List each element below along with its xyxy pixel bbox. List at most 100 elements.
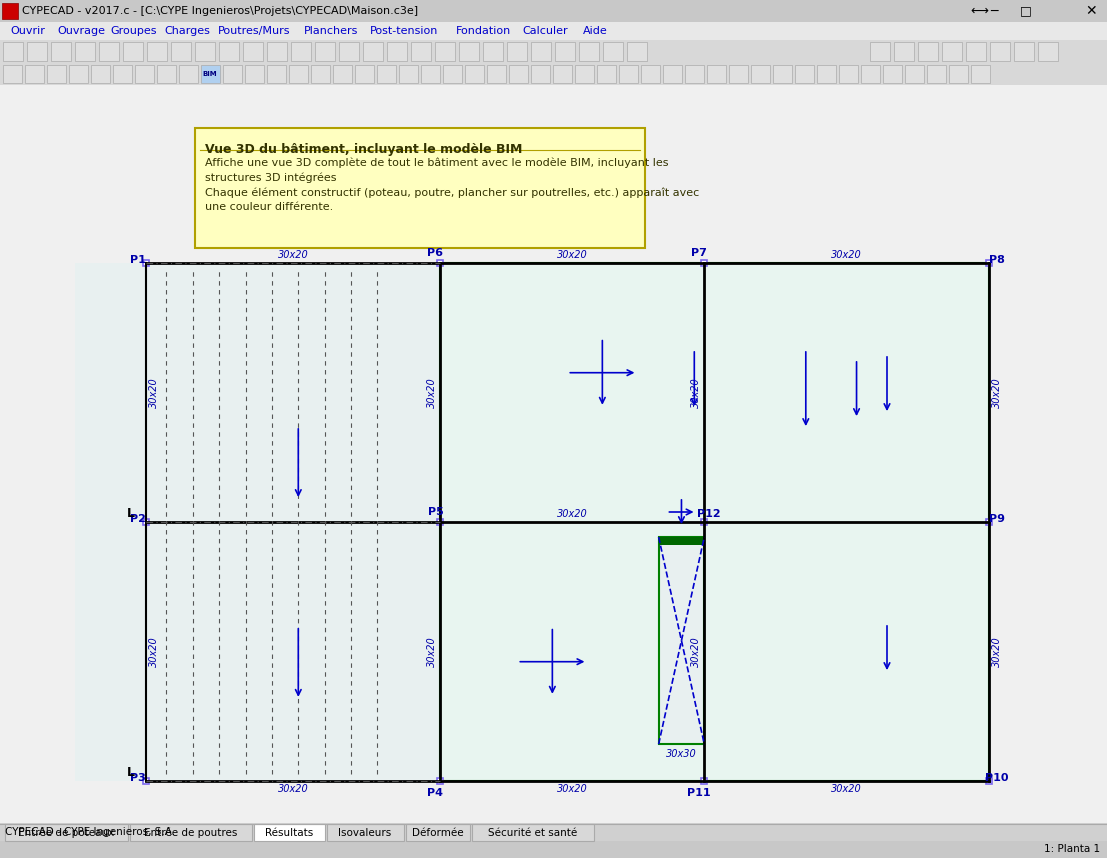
Bar xyxy=(971,65,990,83)
Bar xyxy=(113,65,132,83)
Bar xyxy=(75,263,441,781)
Bar xyxy=(641,65,660,83)
Bar xyxy=(839,65,858,83)
Bar xyxy=(659,537,704,545)
Bar xyxy=(69,65,87,83)
Text: P7: P7 xyxy=(692,248,707,258)
Bar xyxy=(2,3,18,19)
Text: 30x20: 30x20 xyxy=(992,637,1002,667)
Bar xyxy=(387,42,407,61)
Bar xyxy=(437,778,444,784)
Bar xyxy=(363,42,383,61)
Bar xyxy=(143,519,149,525)
Bar xyxy=(702,778,707,784)
Bar xyxy=(135,65,154,83)
Text: BIM: BIM xyxy=(203,71,217,77)
Text: P4: P4 xyxy=(427,789,444,798)
Text: P8: P8 xyxy=(989,255,1004,265)
Bar xyxy=(730,65,748,83)
Text: Isovaleurs: Isovaleurs xyxy=(339,827,392,837)
Text: P2: P2 xyxy=(131,514,146,524)
Bar xyxy=(201,65,220,83)
Text: Charges: Charges xyxy=(164,26,210,36)
Bar xyxy=(985,260,992,266)
Bar xyxy=(245,65,263,83)
Text: Calculer: Calculer xyxy=(523,26,568,36)
Bar xyxy=(949,65,968,83)
Bar xyxy=(339,42,359,61)
Bar xyxy=(472,824,594,841)
Bar xyxy=(25,65,44,83)
Bar xyxy=(1038,42,1058,61)
Bar xyxy=(219,42,239,61)
Bar xyxy=(0,63,1107,85)
Bar xyxy=(870,42,890,61)
Text: P6: P6 xyxy=(427,248,444,258)
Text: Entrée de poutres: Entrée de poutres xyxy=(144,827,237,837)
Bar xyxy=(795,65,814,83)
Bar xyxy=(985,778,992,784)
Text: 30x20: 30x20 xyxy=(427,637,437,667)
Bar xyxy=(3,42,23,61)
Bar xyxy=(0,22,1107,40)
Text: Déformée: Déformée xyxy=(412,827,464,837)
Bar xyxy=(985,519,992,525)
Bar xyxy=(603,42,623,61)
Bar xyxy=(465,65,484,83)
Text: 30x20: 30x20 xyxy=(557,509,588,519)
Bar xyxy=(411,42,431,61)
Bar xyxy=(435,42,455,61)
Bar xyxy=(195,128,645,248)
Text: Post-tension: Post-tension xyxy=(370,26,438,36)
Bar xyxy=(27,42,46,61)
Bar xyxy=(355,65,374,83)
Text: Affiche une vue 3D complète de tout le bâtiment avec le modèle BIM, incluyant le: Affiche une vue 3D complète de tout le b… xyxy=(205,158,700,212)
Bar xyxy=(575,65,594,83)
Text: 30x20: 30x20 xyxy=(691,637,702,667)
Bar xyxy=(619,65,638,83)
Text: Vue 3D du bâtiment, incluyant le modèle BIM: Vue 3D du bâtiment, incluyant le modèle … xyxy=(205,143,523,156)
Bar xyxy=(437,519,444,525)
Bar xyxy=(659,537,704,744)
Text: P11: P11 xyxy=(687,789,711,798)
Text: 30x20: 30x20 xyxy=(831,784,861,795)
Bar xyxy=(894,42,914,61)
Bar xyxy=(441,263,989,781)
Bar xyxy=(0,823,1107,841)
Bar xyxy=(311,65,330,83)
Text: L: L xyxy=(127,507,135,520)
Bar xyxy=(487,65,506,83)
Bar xyxy=(179,65,198,83)
Text: P10: P10 xyxy=(985,773,1008,783)
Bar xyxy=(244,42,263,61)
Bar xyxy=(6,824,127,841)
Text: 30x20: 30x20 xyxy=(149,378,159,408)
Bar xyxy=(702,519,707,525)
Bar xyxy=(170,42,192,61)
Bar xyxy=(254,824,324,841)
Bar xyxy=(927,65,946,83)
Text: 30x20: 30x20 xyxy=(557,784,588,795)
Bar xyxy=(157,65,176,83)
Text: Groupes: Groupes xyxy=(111,26,157,36)
Text: P9: P9 xyxy=(989,514,1004,524)
Bar xyxy=(531,65,550,83)
Bar xyxy=(441,263,989,523)
Text: 30x20: 30x20 xyxy=(831,251,861,260)
Text: 1: Planta 1: 1: Planta 1 xyxy=(1044,844,1100,855)
Text: P1: P1 xyxy=(131,255,146,265)
Bar xyxy=(627,42,646,61)
Text: □: □ xyxy=(1020,4,1032,17)
Text: ─: ─ xyxy=(990,4,997,17)
Bar xyxy=(906,65,924,83)
Bar xyxy=(267,65,286,83)
Bar xyxy=(443,65,462,83)
Bar xyxy=(554,65,572,83)
Text: Poutres/Murs: Poutres/Murs xyxy=(217,26,290,36)
Bar xyxy=(1014,42,1034,61)
Bar xyxy=(437,260,444,266)
Bar xyxy=(267,42,287,61)
Text: 30x20: 30x20 xyxy=(691,378,702,408)
Text: 30x20: 30x20 xyxy=(557,251,588,260)
Bar xyxy=(918,42,938,61)
